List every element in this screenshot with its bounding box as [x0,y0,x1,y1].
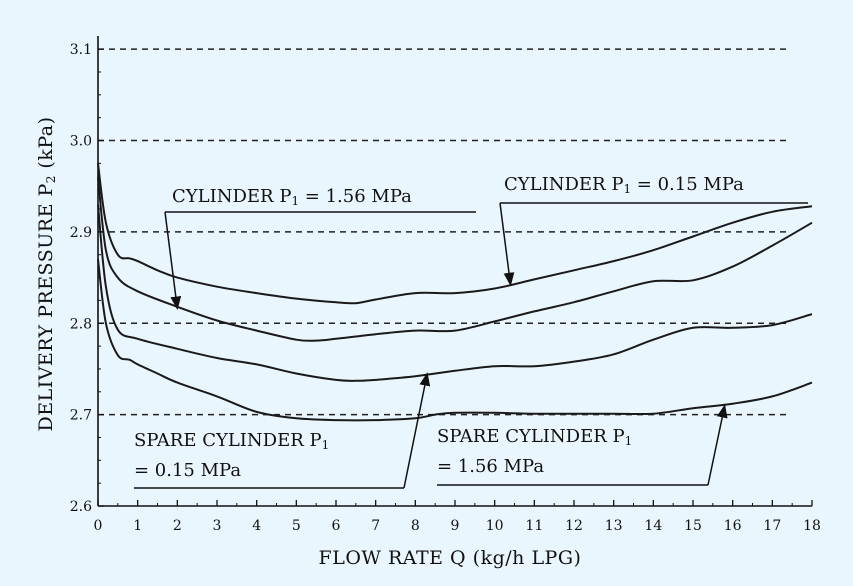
x-tick-label: 12 [565,518,583,534]
x-tick-label: 15 [684,518,702,534]
x-tick-label: 16 [724,518,742,534]
annotation-text-end: = 1.56 MPa [299,186,412,207]
y-axis-title-unit: (kPa) [35,116,57,175]
x-tick-label: 10 [486,518,504,534]
annotation-label-2: CYLINDER P1 = 0.15 MPa [504,174,744,196]
annotation-arrow [164,211,182,310]
y-axis-ticks: 2.6 2.7 2.8 2.9 3.0 3.1 [70,42,104,515]
annotation-subscript: 1 [623,182,631,196]
annotation-arrow [403,372,431,489]
annotation-subscript: 1 [291,194,299,208]
y-tick-label: 2.8 [70,316,92,332]
x-axis-ticks: 0 1 2 3 4 5 6 7 8 9 10 11 12 13 14 15 16 17 18 [94,500,821,534]
annotation-arrow [707,404,728,486]
series-line-1 [97,163,813,305]
series-line-4 [97,259,813,422]
x-tick-label: 0 [94,518,103,534]
annotation-text: SPARE CYLINDER P [437,426,625,447]
x-tick-label: 2 [173,518,182,534]
y-tick-label: 3.0 [70,134,92,150]
x-tick-label: 18 [803,518,821,534]
series-line-2 [97,176,813,342]
data-series [97,163,813,422]
x-tick-label: 8 [411,518,420,534]
x-tick-label: 3 [213,518,222,534]
y-tick-label: 2.7 [70,408,92,424]
x-tick-label: 14 [644,518,662,534]
series-line-3 [97,204,813,382]
x-tick-label: 5 [292,518,301,534]
y-tick-label: 2.9 [70,225,92,241]
annotation-label-3: SPARE CYLINDER P1 [134,430,329,452]
annotation-subscript: 1 [625,434,633,448]
y-axis-title-subscript: 2 [44,175,58,183]
annotation-text: SPARE CYLINDER P [134,430,322,451]
x-tick-label: 13 [605,518,623,534]
x-axis-title: FLOW RATE Q (kg/h LPG) [319,547,582,569]
annotation-text-end: = 0.15 MPa [631,174,744,195]
x-tick-label: 7 [371,518,380,534]
annotation-subscript: 1 [322,438,330,452]
annotation-label-line2: = 0.15 MPa [134,460,241,481]
annotation-label-line2: = 1.56 MPa [437,456,544,477]
annotation-label-1: CYLINDER P1 = 1.56 MPa [172,186,412,208]
x-tick-label: 4 [252,518,261,534]
grid-lines [98,48,789,416]
x-tick-label: 9 [451,518,460,534]
annotation-arrow [499,202,515,287]
x-tick-label: 11 [525,518,543,534]
y-tick-label: 3.1 [70,42,92,58]
x-tick-label: 17 [763,518,781,534]
y-axis-title: DELIVERY PRESSURE P2 (kPa) [35,116,58,431]
x-tick-label: 6 [332,518,341,534]
annotation-label-4: SPARE CYLINDER P1 [437,426,632,448]
annotation-text: CYLINDER P [172,186,291,207]
annotation-text: CYLINDER P [504,174,623,195]
x-tick-label: 1 [133,518,142,534]
y-tick-label: 2.6 [70,499,92,515]
y-axis-title-main: DELIVERY PRESSURE P [35,183,57,431]
